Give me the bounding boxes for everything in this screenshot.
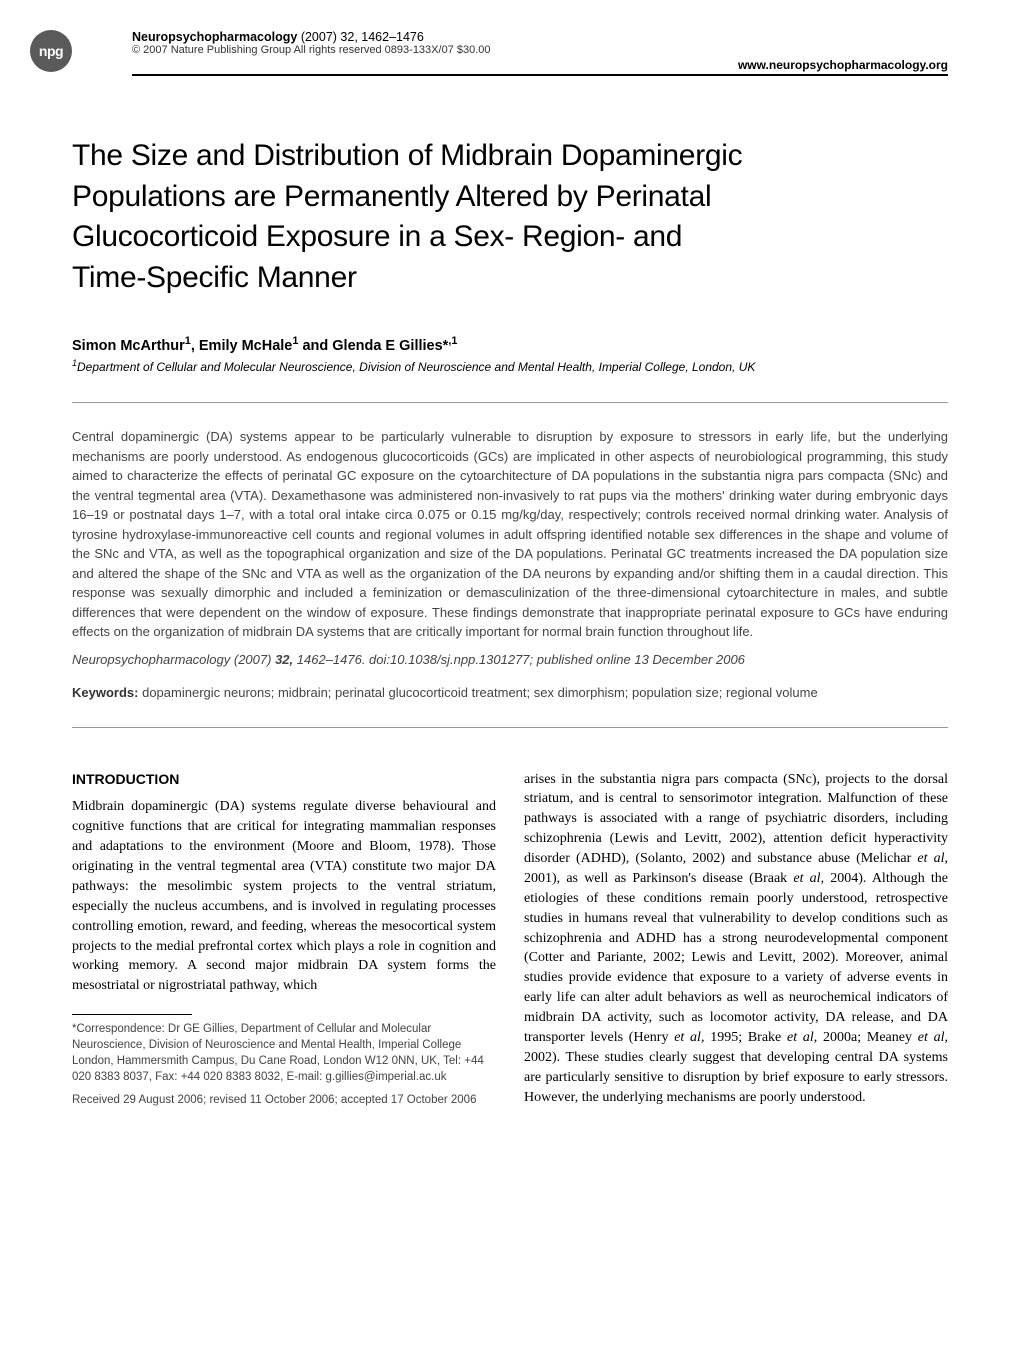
column-right: arises in the substantia nigra pars comp… (524, 770, 948, 1108)
article-title: The Size and Distribution of Midbrain Do… (72, 136, 948, 298)
keywords-line: Keywords: dopaminergic neurons; midbrain… (72, 683, 948, 703)
footnote-correspondence: *Correspondence: Dr GE Gillies, Departme… (72, 1021, 496, 1085)
journal-reference: Neuropsychopharmacology (2007) 32, 1462–… (132, 30, 424, 44)
column-left: INTRODUCTION Midbrain dopaminergic (DA) … (72, 770, 496, 1108)
section-heading-introduction: INTRODUCTION (72, 770, 496, 790)
keywords-label: Keywords: (72, 685, 138, 700)
header-top-row: Neuropsychopharmacology (2007) 32, 1462–… (132, 30, 948, 44)
affiliation-line: 1Department of Cellular and Molecular Ne… (72, 360, 948, 374)
npg-logo-icon: npg (30, 30, 72, 72)
journal-year-vol-pages: (2007) 32, 1462–1476 (301, 30, 424, 44)
title-line-2: Populations are Permanently Altered by P… (72, 180, 711, 213)
intro-paragraph-left: Midbrain dopaminergic (DA) systems regul… (72, 797, 496, 996)
footnote-received: Received 29 August 2006; revised 11 Octo… (72, 1092, 496, 1108)
abstract-box: Central dopaminergic (DA) systems appear… (72, 402, 948, 728)
npg-logo-text: npg (39, 43, 63, 59)
title-line-1: The Size and Distribution of Midbrain Do… (72, 139, 742, 172)
footnote-rule (72, 1014, 192, 1015)
keywords-text: dopaminergic neurons; midbrain; perinata… (142, 685, 818, 700)
journal-name: Neuropsychopharmacology (132, 30, 297, 44)
doi-line: Neuropsychopharmacology (2007) 32, 1462–… (72, 650, 948, 670)
title-line-3: Glucocorticoid Exposure in a Sex- Region… (72, 220, 682, 253)
abstract-text: Central dopaminergic (DA) systems appear… (72, 427, 948, 642)
copyright-line: © 2007 Nature Publishing Group All right… (132, 44, 948, 56)
intro-paragraph-right: arises in the substantia nigra pars comp… (524, 770, 948, 1108)
header-block: Neuropsychopharmacology (2007) 32, 1462–… (132, 30, 948, 76)
journal-website: www.neuropsychopharmacology.org (132, 58, 948, 72)
body-columns: INTRODUCTION Midbrain dopaminergic (DA) … (72, 770, 948, 1108)
page: npg Neuropsychopharmacology (2007) 32, 1… (0, 0, 1020, 1148)
title-line-4: Time-Specific Manner (72, 261, 357, 294)
authors-line: Simon McArthur1, Emily McHale1 and Glend… (72, 338, 948, 354)
